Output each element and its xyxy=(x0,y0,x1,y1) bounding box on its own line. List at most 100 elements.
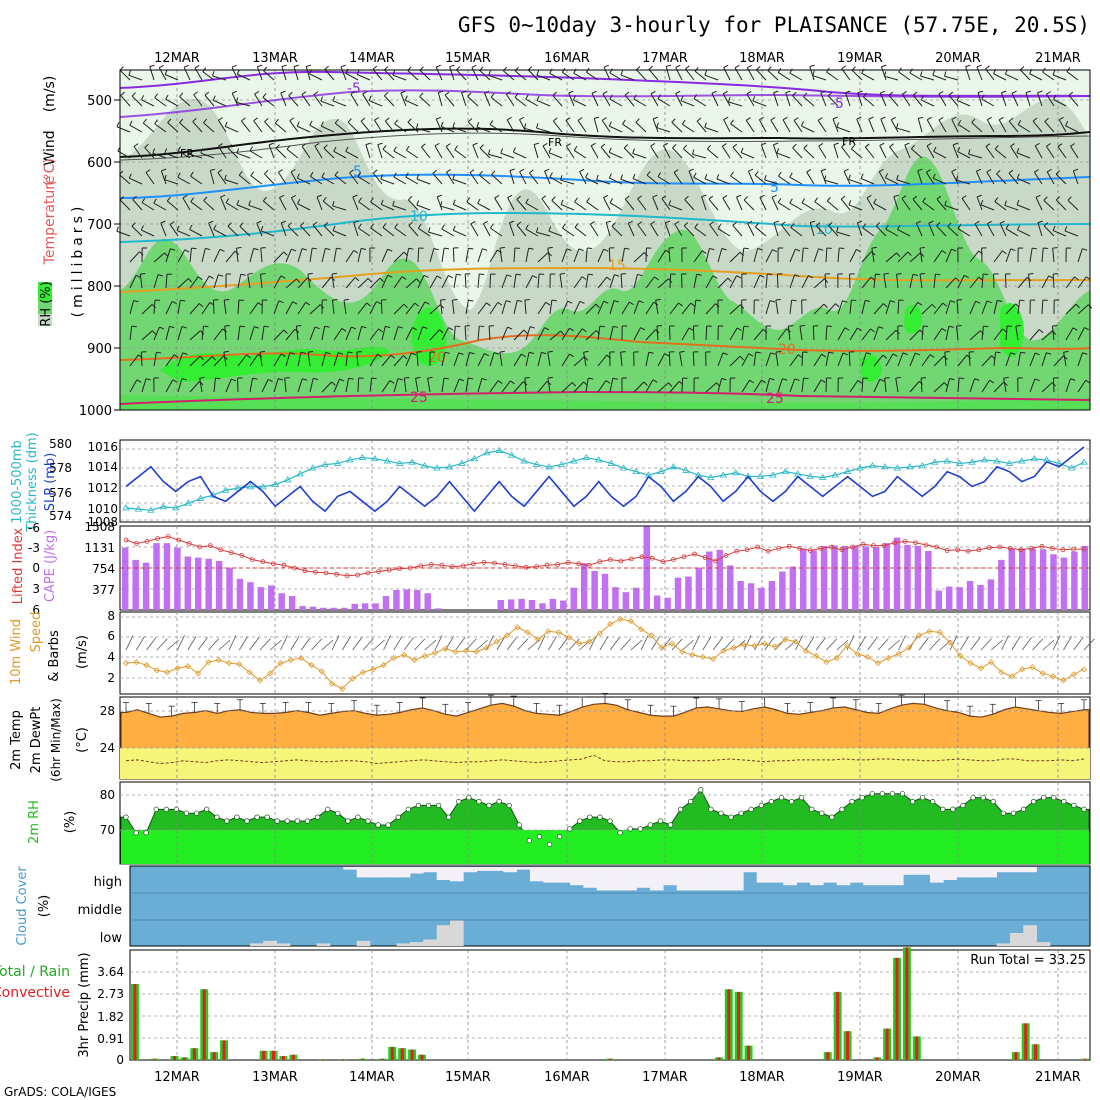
wind-barb-flag xyxy=(884,71,887,77)
wind-barb xyxy=(227,225,239,237)
cloud-high-bar xyxy=(423,867,437,873)
thickness-point xyxy=(582,453,591,460)
wind-barb-flag xyxy=(989,379,995,384)
wind-barb-flag xyxy=(722,143,727,147)
cloud-high-bar xyxy=(356,867,371,878)
wind-barb xyxy=(861,251,872,263)
wind-barb-flag xyxy=(883,303,888,308)
wind-barb xyxy=(627,223,635,237)
temp2m-panel: 24 28 2m Temp 2m DewPt (6hr Min/Max) (°C… xyxy=(9,692,1091,782)
wind-barb-flag xyxy=(394,223,399,229)
wind-barb-flag xyxy=(523,329,528,334)
wind-barb xyxy=(921,303,933,315)
wind-barb xyxy=(149,66,155,81)
precip-convective-bar xyxy=(133,984,137,1060)
wind-barb xyxy=(153,252,165,263)
wind-barb xyxy=(885,252,897,263)
wind-barb-flag xyxy=(289,117,295,122)
wind-barb xyxy=(382,227,395,237)
wind-barb xyxy=(369,353,378,367)
cape-bar xyxy=(622,592,630,610)
wind-barb xyxy=(432,173,443,185)
wind-barb-flag xyxy=(253,247,259,251)
wind-barb-flag xyxy=(519,116,525,121)
wind-barb-flag xyxy=(1034,142,1040,147)
wind-barb-flag xyxy=(814,197,819,203)
wind-barb-flag xyxy=(770,352,776,355)
wind-barb-flag xyxy=(1074,276,1079,281)
rh2m-point xyxy=(1030,798,1037,805)
wind-barb xyxy=(165,326,170,341)
wind-barb-flag xyxy=(596,174,599,180)
wind10m-point xyxy=(1029,664,1036,671)
wind-barb xyxy=(730,175,743,185)
wind-barb xyxy=(217,146,227,159)
wind-barb xyxy=(909,72,923,81)
cape-tick-1131: 1131 xyxy=(84,541,115,555)
precip-convective-bar xyxy=(826,1052,830,1060)
wind-barb xyxy=(213,274,219,289)
wind-barb-flag xyxy=(857,90,863,94)
wind-barb xyxy=(683,148,695,159)
wind-barb xyxy=(345,150,359,159)
wind-barb xyxy=(552,120,563,133)
wind-barb-flag xyxy=(173,354,179,358)
wind-barb-flag xyxy=(803,144,808,149)
lifted-index-point xyxy=(523,564,529,570)
thickness-point xyxy=(408,458,416,465)
wind-barb-flag xyxy=(665,220,671,224)
wind-barb xyxy=(1008,172,1019,185)
wind-barb-flag xyxy=(843,168,849,172)
wind-barb xyxy=(706,148,719,159)
wind-barb xyxy=(357,248,362,263)
cape-bar xyxy=(1060,557,1068,610)
wind-barb-flag xyxy=(857,327,862,332)
cape-bar xyxy=(226,567,233,610)
wind-barb-flag xyxy=(302,378,308,381)
wind-barb xyxy=(669,381,680,393)
rh2m-point xyxy=(567,826,573,832)
cloud-high-bar xyxy=(996,867,1011,873)
wind-barb-flag xyxy=(600,143,606,148)
rh2m-point xyxy=(809,806,815,812)
wind-barb-flag xyxy=(132,195,137,200)
wind-barb-flag xyxy=(404,95,408,101)
wind-barb-flag xyxy=(180,299,186,302)
cloud-high-bar xyxy=(876,867,891,886)
cape-bar xyxy=(893,537,901,610)
wind-barb xyxy=(479,147,491,159)
wind-barb xyxy=(297,125,311,133)
wind10m-panel: 2 4 6 8 10m Wind Speed & Barbs (m/s) xyxy=(9,609,1095,695)
wind-barb-flag xyxy=(212,71,215,77)
wind-barb-flag xyxy=(321,172,325,178)
precip-convective-bar xyxy=(291,1054,295,1060)
wind10m-point xyxy=(534,636,542,643)
wind-barb xyxy=(909,381,920,393)
wind-barb-flag xyxy=(366,302,371,307)
wind-barb-flag xyxy=(1046,352,1052,355)
wind-barb-flag xyxy=(482,248,488,251)
wind-barb xyxy=(381,248,389,263)
wind-barb xyxy=(275,147,287,159)
cape-bar xyxy=(570,587,577,610)
wind-barb-flag xyxy=(296,121,300,127)
wind-barb-flag xyxy=(1073,168,1079,172)
wind-barb-flag xyxy=(730,171,734,177)
wind-barb-flag xyxy=(862,223,866,229)
wind-barb-flag xyxy=(685,65,690,70)
wind-barb xyxy=(717,277,729,289)
wind-barb-flag xyxy=(484,353,490,357)
thickness-point xyxy=(346,456,354,463)
wind-barb-flag xyxy=(889,143,894,148)
wind-barb xyxy=(752,100,767,107)
date-label-bottom: 12MAR xyxy=(154,1070,200,1085)
wind-barb-flag xyxy=(1011,90,1017,94)
wind-barb xyxy=(260,230,275,237)
wind-barb-flag xyxy=(401,276,407,280)
wind-barb-flag xyxy=(172,379,178,383)
wind-barb xyxy=(665,66,671,81)
wind-barb xyxy=(597,380,607,393)
temp2m-label-1: 2m Temp xyxy=(9,710,24,770)
wind-barb xyxy=(1055,199,1067,211)
wind10m-barb xyxy=(331,635,340,651)
